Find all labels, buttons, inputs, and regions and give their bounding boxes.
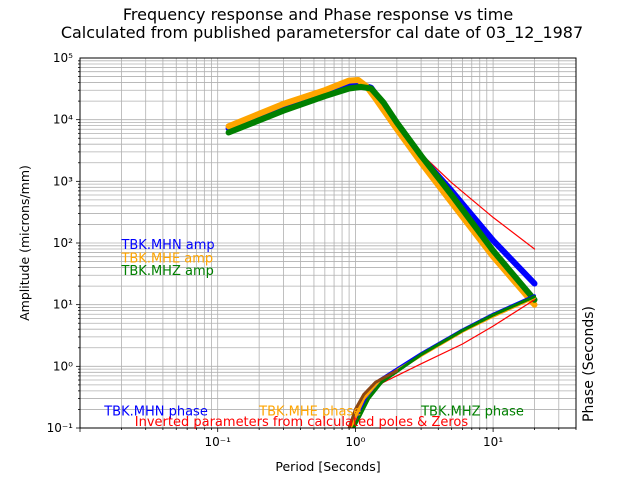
- y-tick-label: 10¹: [53, 298, 73, 312]
- annotation-text: TBK.MHN phase: [103, 404, 208, 419]
- chart-subtitle: Calculated from published parametersfor …: [61, 23, 583, 43]
- series-line-phase: [352, 295, 536, 428]
- y-tick-label: 10⁰: [53, 359, 73, 373]
- chart-title: Frequency response and Phase response vs…: [123, 5, 513, 24]
- x-tick-label: 10¹: [483, 435, 503, 449]
- x-tick-label: 10⁰: [345, 435, 365, 449]
- x-axis-label: Period [Seconds]: [275, 459, 380, 474]
- annotation-text: Inverted parameters from calculated pole…: [135, 415, 469, 430]
- annotation-text: TBK.MHZ amp: [120, 264, 213, 279]
- y-tick-label: 10³: [53, 174, 73, 188]
- annotation-text: TBK.MHN amp: [120, 238, 214, 253]
- annotation-text: TBK.MHE amp: [120, 252, 213, 267]
- series-line-phase: [347, 369, 399, 428]
- axis-ticks: 10⁻¹ 10⁰ 10¹ 10⁻¹ 10⁰ 10¹ 10² 10³ 10⁴ 10⁵: [47, 51, 577, 449]
- series-lines: [225, 77, 538, 428]
- y-tick-label: 10⁴: [53, 113, 73, 127]
- y2-axis-label: Phase (Seconds): [581, 306, 597, 422]
- y-tick-label: 10⁻¹: [47, 421, 74, 435]
- y-tick-label: 10²: [53, 236, 73, 250]
- annotation-text: TBK.MHE phase: [258, 404, 361, 419]
- gridlines: [79, 58, 577, 429]
- series-line-amp: [225, 83, 538, 303]
- y-axis-label: Amplitude (microns/mm): [17, 165, 32, 321]
- y-tick-label: 10⁵: [53, 51, 73, 65]
- x-tick-label: 10⁻¹: [204, 435, 231, 449]
- annotation-text: TBK.MHZ phase: [420, 404, 524, 419]
